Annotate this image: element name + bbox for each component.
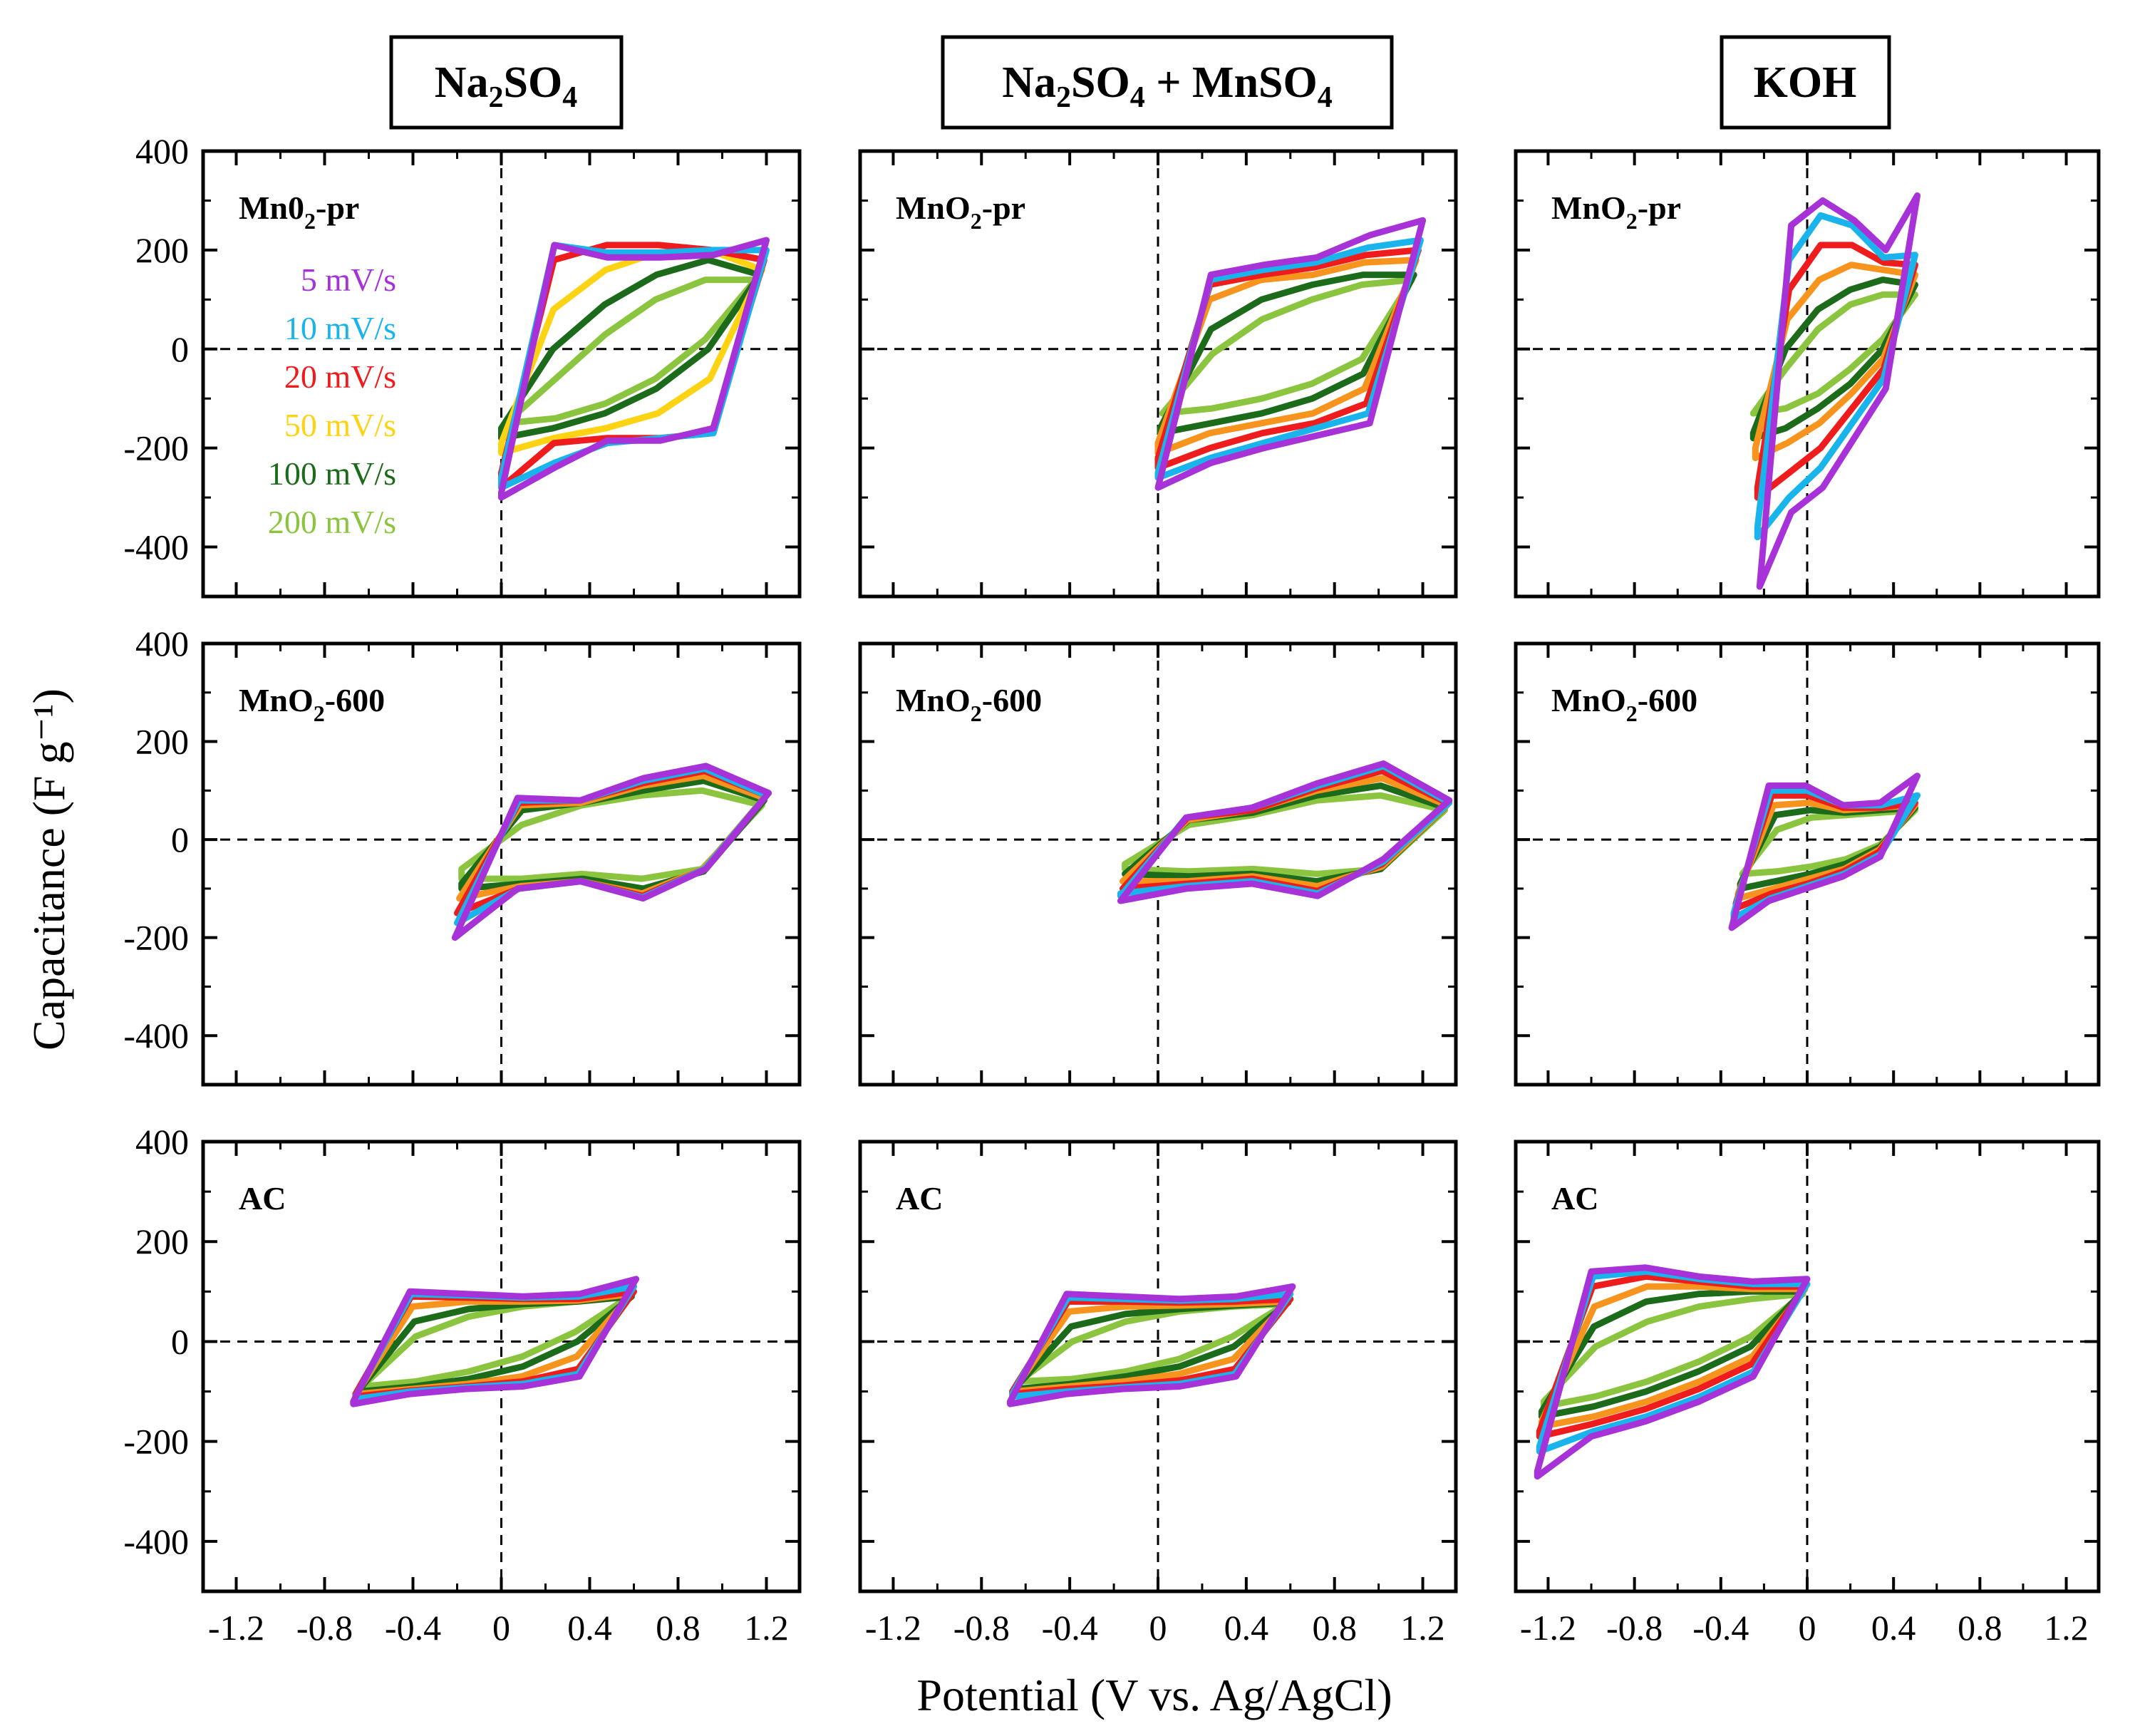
x-tick-label: 1.2 bbox=[1400, 1608, 1445, 1648]
cv-curve-5mvs bbox=[1154, 217, 1427, 491]
panel-label: Mn02-pr bbox=[239, 190, 359, 234]
legend-entry-5mvs: 5 mV/s bbox=[301, 262, 396, 298]
x-tick-label: 1.2 bbox=[744, 1608, 789, 1648]
panel-label: MnO2-600 bbox=[239, 682, 385, 726]
y-tick-label: 400 bbox=[135, 1122, 189, 1162]
cv-curve-100mvs bbox=[498, 257, 763, 442]
y-tick-label: 0 bbox=[171, 329, 189, 369]
cv-curve-100mvs bbox=[1157, 272, 1417, 437]
cv-curve-5mvs bbox=[451, 763, 772, 941]
panel-1-0: 400 200 0 -200 -400 MnO2-600 bbox=[123, 624, 802, 1087]
column-header-text: Na2SO4 bbox=[435, 58, 578, 114]
column-header-na2so4-mnso4: Na2SO4 + MnSO4 bbox=[941, 35, 1394, 130]
y-tick-label: 200 bbox=[135, 1221, 189, 1261]
cv-curve-5mvs bbox=[498, 237, 770, 501]
column-header-text: Na2SO4 + MnSO4 bbox=[1002, 58, 1333, 114]
x-tick-label: 0.8 bbox=[656, 1608, 700, 1648]
x-tick-label: 0 bbox=[492, 1608, 510, 1648]
y-axis-label: Capacitance (F g⁻¹) bbox=[24, 688, 74, 1050]
y-tick-label: -400 bbox=[123, 527, 189, 567]
y-tick-label: -400 bbox=[123, 1521, 189, 1561]
column-header-koh: KOH bbox=[1720, 35, 1891, 130]
panel-label: MnO2-pr bbox=[896, 190, 1025, 234]
y-tick-label: 400 bbox=[135, 624, 189, 663]
panel-2-1: -1.2 -0.8 -0.4 0 0.4 0.8 1.2 AC bbox=[858, 1140, 1458, 1648]
x-tick-label: 0.8 bbox=[1958, 1608, 2002, 1648]
x-tick-label: 0 bbox=[1799, 1608, 1816, 1648]
x-tick-label: -0.8 bbox=[296, 1608, 353, 1648]
panel-0-2: MnO2-pr bbox=[1514, 149, 2101, 599]
cv-curve-5mvs bbox=[1117, 760, 1453, 904]
cv-curve-5mvs bbox=[1756, 192, 1920, 590]
x-tick-label: 0.4 bbox=[567, 1608, 612, 1648]
x-tick-label: 0.8 bbox=[1312, 1608, 1357, 1648]
panel-1-1: MnO2-600 bbox=[858, 641, 1458, 1087]
panel-0-0: 400 200 0 -200 -400 Mn02-pr bbox=[123, 131, 802, 599]
y-tick-label: 200 bbox=[135, 722, 189, 762]
x-tick-label: -1.2 bbox=[208, 1608, 264, 1648]
y-tick-label: -200 bbox=[123, 1422, 189, 1462]
legend-entry-50mvs: 50 mV/s bbox=[284, 407, 396, 443]
x-axis-label: Potential (V vs. Ag/AgCl) bbox=[916, 1670, 1392, 1720]
x-tick-label: -0.8 bbox=[1606, 1608, 1663, 1648]
panel-label: MnO2-600 bbox=[896, 682, 1042, 726]
x-tick-label: 0.4 bbox=[1871, 1608, 1916, 1648]
panel-label: MnO2-600 bbox=[1551, 682, 1697, 726]
y-tick-label: -400 bbox=[123, 1016, 189, 1055]
panel-2-0: -1.2 -0.8 -0.4 0 0.4 0.8 1.2 400 200 0 -200 -400 AC bbox=[123, 1122, 802, 1648]
y-tick-label: 0 bbox=[171, 820, 189, 859]
cv-curve-5mvs bbox=[1007, 1283, 1296, 1407]
x-tick-label: -0.8 bbox=[953, 1608, 1010, 1648]
x-tick-label: -1.2 bbox=[1520, 1608, 1576, 1648]
panel-label: AC bbox=[1551, 1180, 1598, 1216]
cv-curve-5mvs bbox=[350, 1276, 640, 1407]
x-tick-label: -0.4 bbox=[1042, 1608, 1098, 1648]
legend-entry-20mvs: 20 mV/s bbox=[284, 358, 396, 395]
x-tick-label: 1.2 bbox=[2044, 1608, 2089, 1648]
panels: 400 200 0 -200 -400 Mn02-pr MnO2-pr MnO2-pr 400 2… bbox=[123, 131, 2101, 1648]
panel-label: AC bbox=[239, 1180, 286, 1216]
y-tick-label: 400 bbox=[135, 131, 189, 171]
cv-curve-200mvs bbox=[1749, 291, 1918, 417]
column-header-box bbox=[1720, 35, 1891, 130]
panel-label: MnO2-pr bbox=[1551, 190, 1681, 234]
legend: 5 mV/s 10 mV/s 20 mV/s 50 mV/s 100 mV/s 200 m… bbox=[268, 262, 396, 540]
column-header-box bbox=[941, 35, 1394, 130]
panel-label: AC bbox=[896, 1180, 943, 1216]
y-tick-label: 0 bbox=[171, 1321, 189, 1361]
x-tick-label: -0.4 bbox=[385, 1608, 441, 1648]
cv-curve-200mvs bbox=[458, 787, 765, 882]
legend-entry-10mvs: 10 mV/s bbox=[284, 310, 396, 346]
y-tick-label: -200 bbox=[123, 428, 189, 468]
cv-curve-200mvs bbox=[1540, 1291, 1806, 1410]
x-tick-label: 0 bbox=[1149, 1608, 1167, 1648]
legend-entry-200mvs: 200 mV/s bbox=[268, 504, 396, 540]
legend-entry-100mvs: 100 mV/s bbox=[268, 455, 396, 492]
cv-curve-50mvs bbox=[498, 247, 765, 457]
panel-2-2: -1.2 -0.8 -0.4 0 0.4 0.8 1.2 AC bbox=[1514, 1140, 2101, 1648]
panel-1-2: MnO2-600 bbox=[1514, 641, 2101, 1087]
column-header-text: KOH bbox=[1754, 58, 1857, 107]
x-tick-label: -1.2 bbox=[865, 1608, 921, 1648]
y-tick-label: -200 bbox=[123, 918, 189, 958]
x-tick-label: -0.4 bbox=[1692, 1608, 1749, 1648]
x-tick-label: 0.4 bbox=[1224, 1608, 1269, 1648]
column-header-na2so4: Na2SO4 bbox=[389, 35, 624, 130]
cv-curve-5mvs bbox=[1728, 773, 1920, 931]
y-tick-label: 200 bbox=[135, 230, 189, 270]
cv-curve-5mvs bbox=[1534, 1264, 1811, 1480]
panel-0-1: MnO2-pr bbox=[858, 149, 1458, 599]
column-header-box bbox=[389, 35, 624, 130]
